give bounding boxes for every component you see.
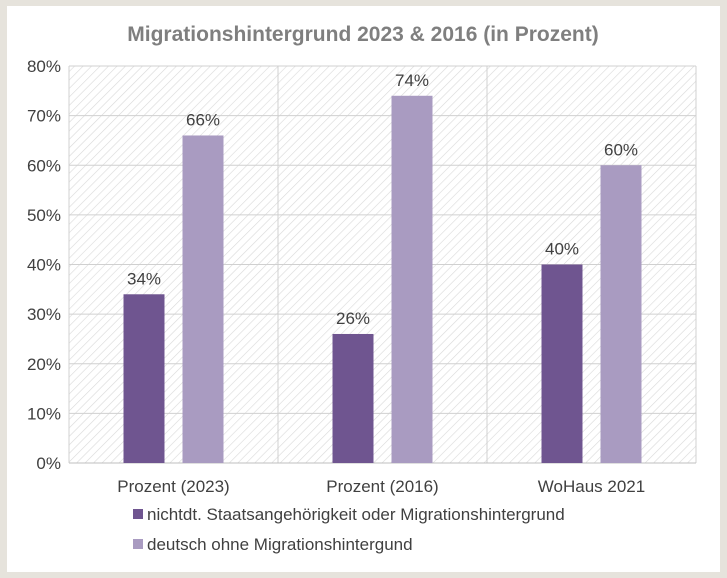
x-tick-label: WoHaus 2021: [538, 477, 645, 496]
x-tick-label: Prozent (2023): [117, 477, 229, 496]
bar: [600, 165, 642, 463]
y-tick-label: 40%: [27, 256, 61, 275]
chart-title: Migrationshintergrund 2023 & 2016 (in Pr…: [127, 23, 598, 46]
data-labels: 34% 66% 26% 74% 40% 60%: [127, 71, 638, 328]
y-tick-label: 70%: [27, 107, 61, 126]
y-tick-label: 60%: [27, 156, 61, 175]
y-tick-label: 80%: [27, 57, 61, 76]
data-label: 34%: [127, 269, 161, 288]
bar: [182, 135, 224, 463]
y-tick-label: 10%: [27, 404, 61, 423]
gridlines: [68, 65, 697, 464]
bar: [541, 264, 583, 463]
y-tick-label: 50%: [27, 206, 61, 225]
y-tick-label: 0%: [36, 454, 61, 473]
legend-label: nichtdt. Staatsangehörigkeit oder Migrat…: [147, 505, 565, 524]
y-tick-label: 20%: [27, 355, 61, 374]
legend: nichtdt. Staatsangehörigkeit oder Migrat…: [133, 505, 565, 554]
data-label: 40%: [545, 240, 579, 259]
chart-card: Migrationshintergrund 2023 & 2016 (in Pr…: [7, 6, 720, 572]
data-label: 26%: [336, 309, 370, 328]
legend-swatch: [133, 509, 143, 519]
data-label: 60%: [604, 140, 638, 159]
y-tick-label: 30%: [27, 305, 61, 324]
y-axis: 0% 10% 20% 30% 40% 50% 60% 70% 80%: [27, 57, 61, 473]
bars: [123, 95, 642, 464]
x-axis: Prozent (2023) Prozent (2016) WoHaus 2021: [117, 477, 645, 496]
legend-swatch: [133, 539, 143, 549]
bar: [332, 333, 374, 463]
legend-label: deutsch ohne Migrationshintergund: [147, 535, 413, 554]
x-tick-label: Prozent (2016): [326, 477, 438, 496]
bar: [123, 294, 165, 463]
data-label: 66%: [186, 110, 220, 129]
bar-chart: Migrationshintergrund 2023 & 2016 (in Pr…: [27, 23, 697, 554]
bar: [391, 95, 433, 464]
data-label: 74%: [395, 71, 429, 90]
